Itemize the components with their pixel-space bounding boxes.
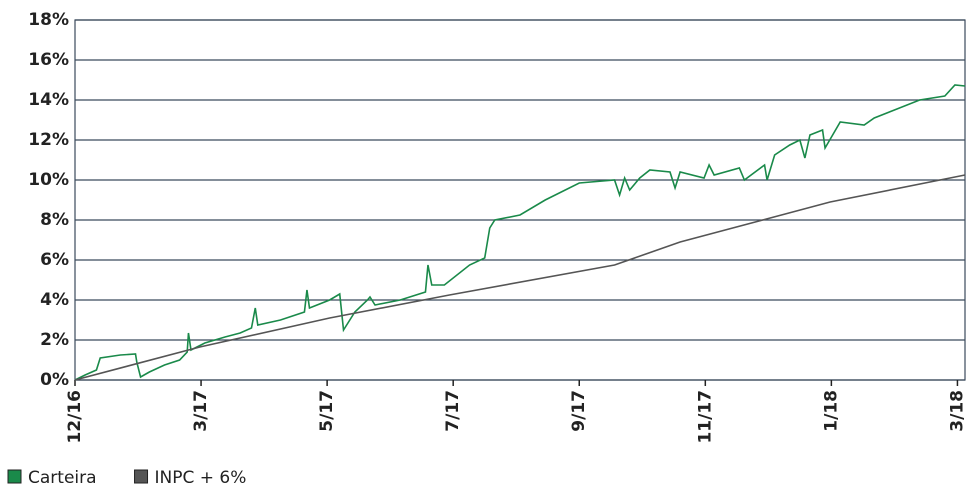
legend-label: Carteira xyxy=(28,468,97,488)
plot-frame xyxy=(74,19,966,381)
y-tick-label: 18% xyxy=(28,10,69,30)
x-tick-label: 3/17 xyxy=(191,390,211,432)
x-tick-label: 5/17 xyxy=(317,390,337,432)
y-tick-label: 0% xyxy=(40,370,69,390)
legend-label: INPC + 6% xyxy=(155,468,247,488)
y-tick-label: 2% xyxy=(40,330,69,350)
x-tick-label: 3/18 xyxy=(947,390,967,432)
x-tick-label: 9/17 xyxy=(569,390,589,432)
legend-swatch xyxy=(7,469,22,484)
y-tick-label: 12% xyxy=(28,130,69,150)
x-tick-label: 12/16 xyxy=(65,390,85,444)
x-tick-label: 1/18 xyxy=(821,390,841,432)
y-tick-label: 6% xyxy=(40,250,69,270)
series-line xyxy=(74,174,966,381)
y-tick-label: 10% xyxy=(28,170,69,190)
x-tick-label: 7/17 xyxy=(443,390,463,432)
y-tick-label: 16% xyxy=(28,50,69,70)
series-line xyxy=(74,84,966,381)
legend: Carteira INPC + 6% xyxy=(7,468,247,488)
legend-swatch xyxy=(134,469,149,484)
y-tick-label: 14% xyxy=(28,90,69,110)
x-tick-label: 11/17 xyxy=(695,390,715,444)
y-tick-label: 4% xyxy=(40,290,69,310)
y-tick-label: 8% xyxy=(40,210,69,230)
